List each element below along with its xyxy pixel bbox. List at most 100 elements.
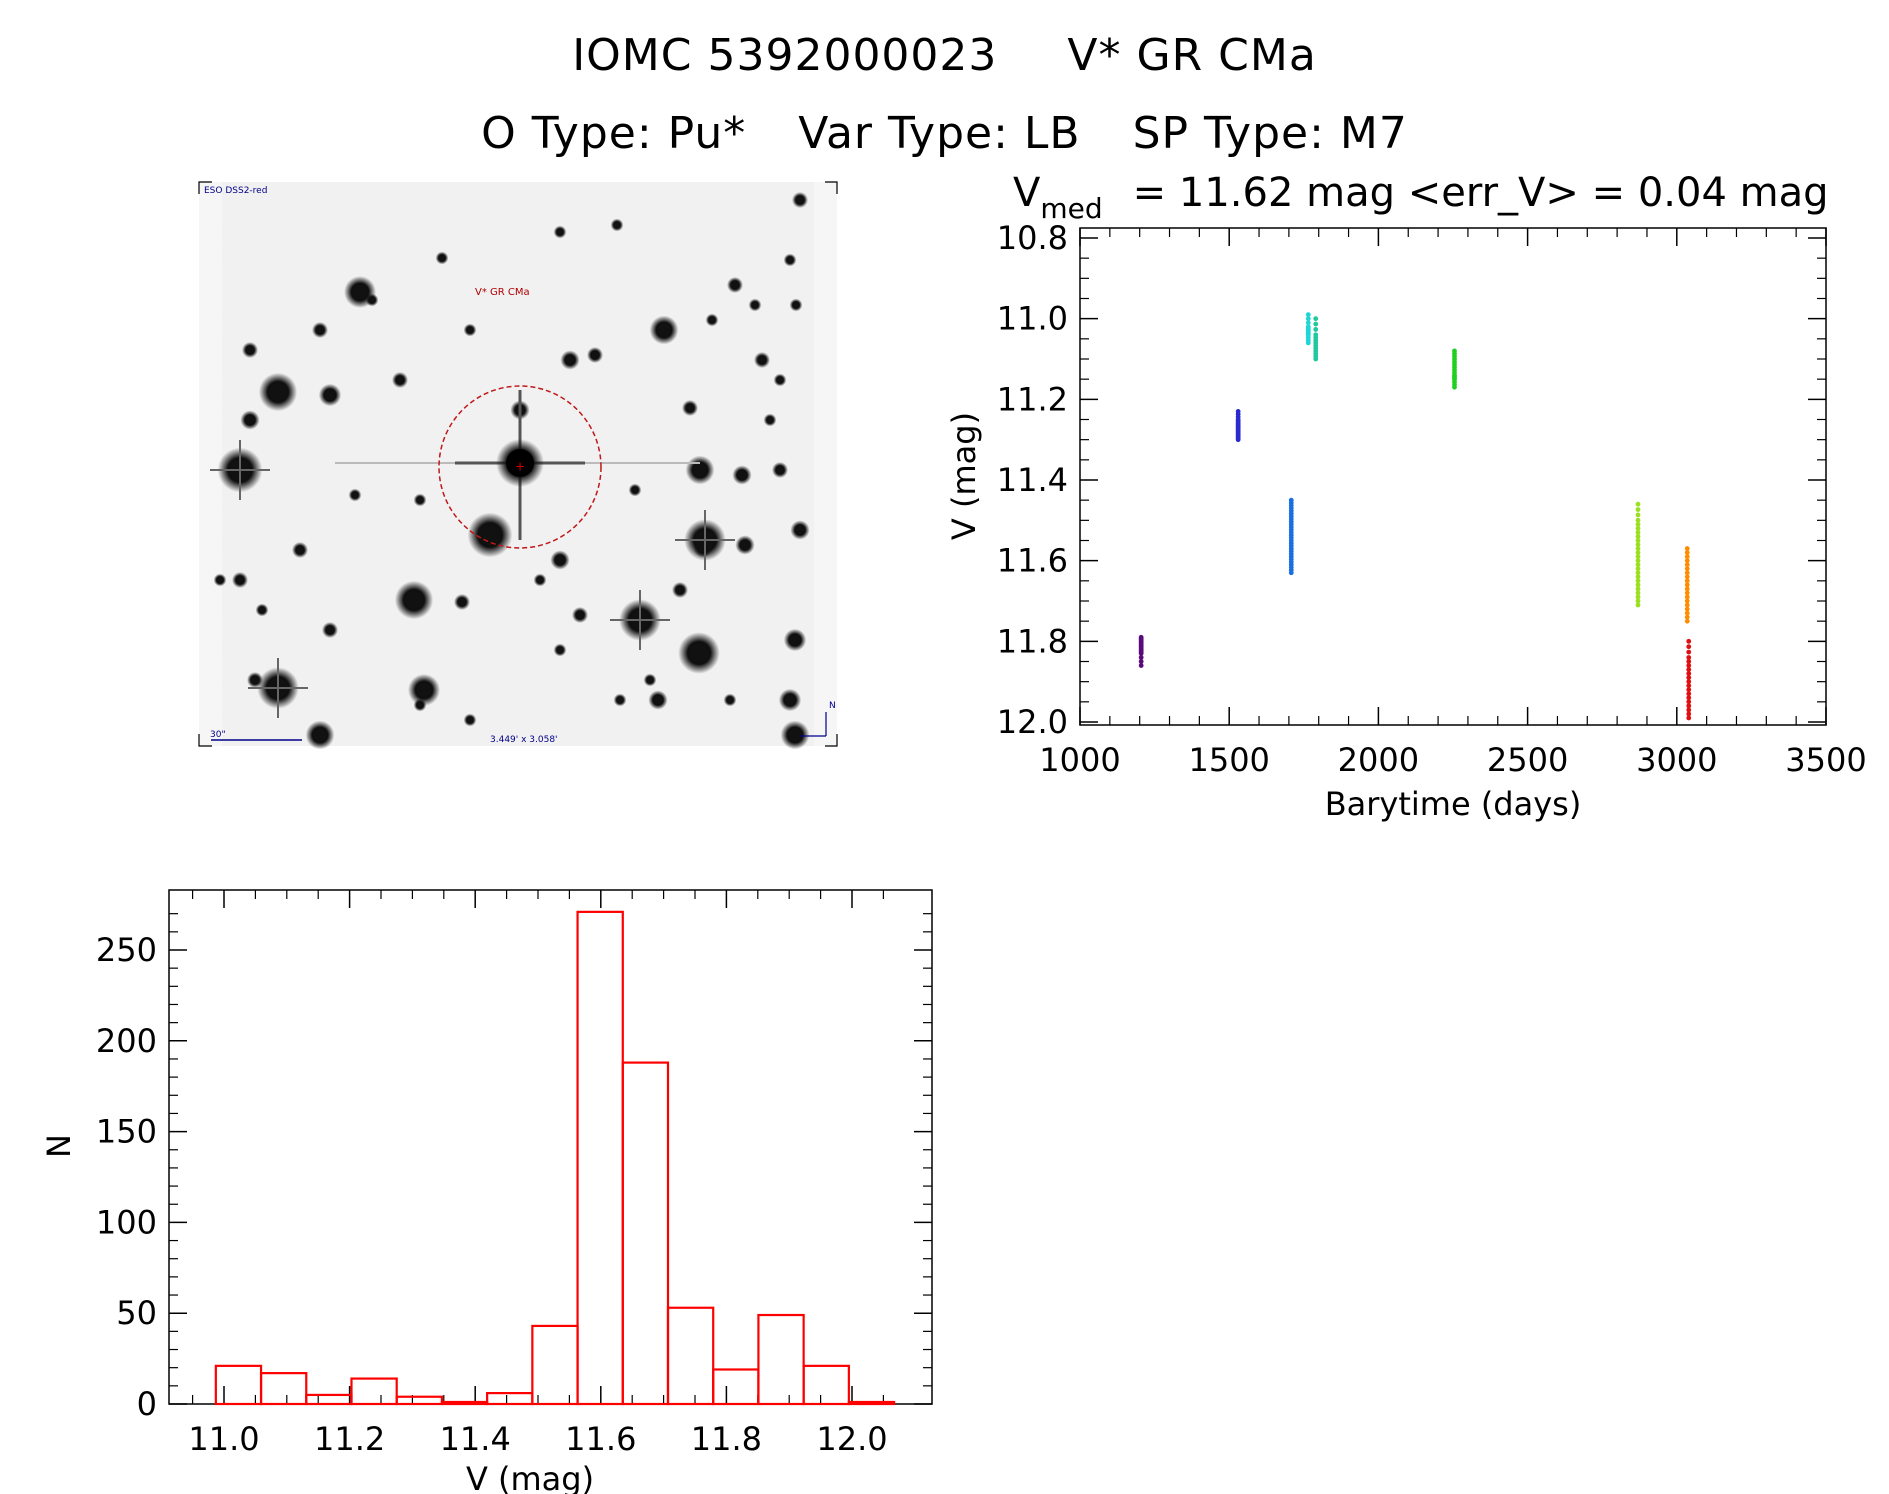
data-point [1635, 542, 1641, 547]
light-curve-ylabel: V (mag) [945, 412, 983, 540]
histogram-bars [214, 910, 896, 1406]
histogram-bar [576, 910, 624, 1406]
target-star [335, 390, 700, 540]
x-tick-label: 3500 [1785, 741, 1866, 779]
field-star-core [246, 346, 254, 354]
data-point-fill [1635, 570, 1641, 576]
data-point [1686, 703, 1692, 709]
finder-image: + V* GR CMa ESO DSS2-red 30" 3.449' x 3.… [198, 181, 838, 750]
histogram-chart: 11.0 11.2 11.4 11.6 11.8 12.0050100150200250 … [40, 889, 933, 1494]
data-point-fill [1686, 683, 1692, 689]
data-point-fill [1635, 534, 1641, 539]
data-point-fill [1635, 582, 1641, 588]
data-point-fill [1686, 695, 1692, 701]
variable-type: Var Type: LB [798, 108, 1081, 159]
histogram-bar [486, 1392, 534, 1406]
y-tick-label: 0 [137, 1385, 157, 1423]
y-tick-label: 150 [96, 1113, 157, 1151]
data-point-fill [1452, 382, 1457, 387]
y-tick-label: 12.0 [997, 703, 1068, 741]
data-point-fill [1635, 526, 1641, 531]
field-star-core [784, 694, 796, 706]
field-star-core [326, 626, 334, 634]
field-star-core [693, 463, 707, 477]
data-point-fill [1686, 707, 1692, 713]
target-cross: + [515, 460, 525, 474]
y-tick-label: 250 [96, 931, 157, 969]
data-point-fill [1686, 659, 1692, 664]
data-point-fill [1635, 574, 1641, 580]
data-point-fill [1288, 567, 1294, 573]
data-point [1635, 578, 1641, 584]
field-star-core [767, 417, 773, 423]
data-point-fill [1305, 316, 1311, 322]
light-curve-frame [1079, 227, 1827, 726]
data-point-fill [1313, 327, 1319, 332]
histogram-bar [259, 1372, 308, 1406]
data-point-fill [1684, 554, 1690, 560]
field-star-core [727, 697, 733, 703]
data-point [1686, 638, 1692, 644]
y-tick-label: 11.6 [997, 542, 1068, 580]
data-point [1138, 663, 1144, 668]
light-curve-chart: Vmed = 11.62 mag <err_V> = 0.04 mag 1000 1… [945, 170, 1867, 823]
field-star-core [458, 598, 466, 606]
data-point-fill [1686, 699, 1692, 705]
field-star-core [316, 326, 324, 334]
data-point-fill [1635, 598, 1641, 604]
data-point-fill [1288, 511, 1294, 517]
field-star-core [405, 591, 423, 609]
field-star-core [417, 702, 423, 708]
data-point [1635, 501, 1641, 507]
y-tick-label: 11.4 [997, 461, 1068, 499]
histogram-ylabel: N [40, 1134, 78, 1158]
data-point-fill [1288, 503, 1294, 508]
x-tick-label: 1000 [1039, 741, 1120, 779]
data-point [1684, 618, 1690, 624]
field-star-core [796, 196, 804, 204]
field-star-core [251, 676, 259, 684]
data-point [1684, 606, 1690, 612]
histogram-bar [214, 1364, 263, 1406]
data-point-fill [1684, 610, 1690, 616]
field-star-core [352, 284, 368, 300]
data-point-fill [1684, 614, 1690, 620]
data-point-fill [1635, 507, 1641, 512]
field-star-core [787, 257, 793, 263]
x-tick-label: 11.4 [440, 1420, 511, 1458]
scale-label: 30" [210, 730, 226, 740]
fov-label: 3.449' x 3.058' [490, 735, 558, 745]
data-point-fill [1313, 321, 1319, 327]
data-point-fill [1684, 586, 1690, 592]
light-curve-xlabel: Barytime (days) [1325, 785, 1582, 823]
data-point [1686, 691, 1692, 697]
data-point-fill [1635, 538, 1641, 543]
field-star-core [758, 356, 766, 364]
data-point-fill [1313, 353, 1319, 359]
light-curve-axes: 1000 1500 2000 2500 3000 3500 10.8 11.0 11.2 11.4… [997, 219, 1867, 779]
histogram-xlabel: V (mag) [466, 1460, 594, 1494]
x-tick-label: 12.0 [816, 1420, 887, 1458]
field-star-core [396, 376, 404, 384]
light-curve-title-v: V [1013, 170, 1041, 216]
data-point-fill [1288, 527, 1294, 533]
data-point [1635, 602, 1641, 608]
field-star-core [555, 555, 565, 565]
field-star-core [709, 317, 715, 323]
star-name: V* GR CMa [1067, 30, 1317, 81]
field-star-core [576, 611, 584, 619]
field-star-core [565, 355, 575, 365]
data-point-fill [1452, 353, 1457, 359]
data-point [1635, 517, 1641, 523]
data-point-fill [1235, 414, 1241, 420]
data-point [1684, 558, 1690, 564]
field-star-core [296, 546, 304, 554]
data-point [1686, 667, 1692, 672]
data-point-fill [1684, 590, 1690, 596]
histogram-bar [350, 1377, 398, 1406]
data-point-fill [1138, 655, 1144, 660]
field-star-core [689, 643, 709, 663]
y-tick-label: 11.2 [997, 380, 1068, 418]
field-star-core [417, 497, 423, 503]
